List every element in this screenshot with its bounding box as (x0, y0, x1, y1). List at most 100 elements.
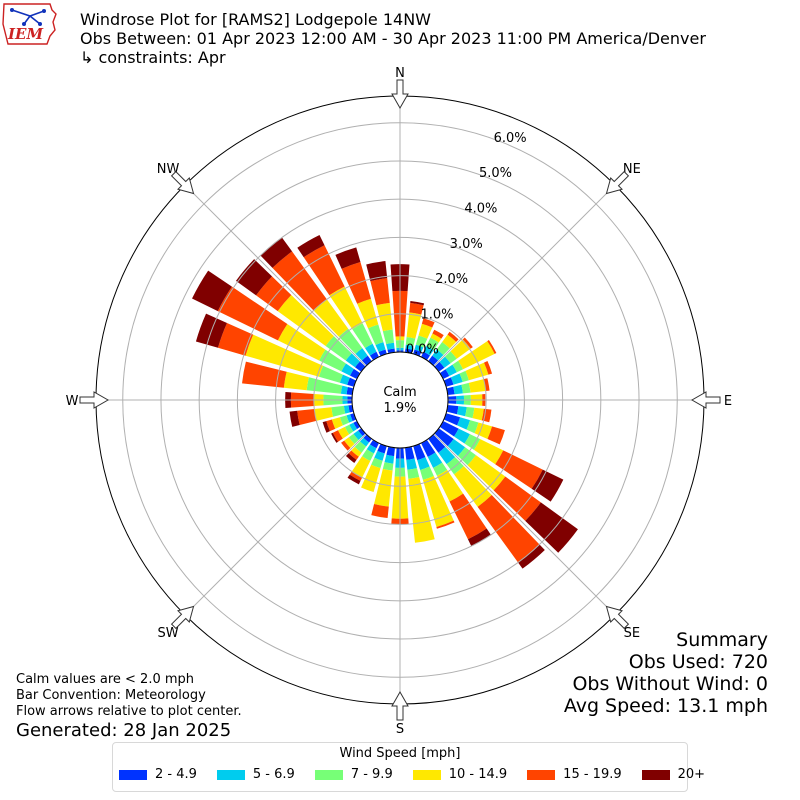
bar-segment-dir-250-bin-3 (331, 417, 343, 429)
bar-segment-dir-130-bin-3 (467, 455, 506, 491)
bar-segment-dir-260-bin-4 (297, 409, 317, 426)
summary-avg-speed: Avg Speed: 13.1 mph (563, 695, 768, 717)
bar-segment-dir-240-bin-1 (349, 422, 358, 432)
bar-segment-dir-240-bin-4 (332, 430, 343, 442)
flow-arrow-w (79, 391, 110, 409)
bar-segment-dir-300-bin-5 (192, 270, 232, 312)
grid-spoke-3 (433, 433, 616, 616)
bar-segment-dir-300-bin-4 (217, 286, 288, 341)
bar-segment-dir-70-bin-1 (450, 373, 463, 385)
bar-segment-dir-290-bin-1 (339, 374, 350, 385)
bar-segment-dir-60-bin-1 (445, 364, 457, 376)
bar-segment-dir-330-bin-2 (352, 323, 373, 349)
bar-segment-dir-190-bin-1 (384, 454, 395, 464)
bar-segment-dir-150-bin-5 (467, 528, 491, 547)
bar-segment-dir-350-bin-4 (370, 278, 390, 306)
bar-segment-dir-210-bin-3 (351, 456, 371, 478)
bar-segment-dir-80-bin-1 (453, 384, 463, 395)
bar-segment-dir-300-bin-1 (341, 363, 354, 376)
bar-segment-dir-160-bin-3 (422, 475, 454, 527)
bar-segment-dir-120-bin-5 (531, 469, 564, 502)
legend-item-1: 5 - 6.9 (216, 767, 295, 782)
bar-segment-dir-70-bin-0 (443, 377, 454, 387)
bar-segment-dir-120-bin-3 (474, 439, 504, 465)
bar-segment-dir-130-bin-0 (434, 428, 454, 447)
bar-segment-dir-140-bin-1 (438, 446, 456, 465)
wind-speed-legend: Wind Speed [mph] 2 - 4.9 5 - 6.9 7 - 9.9 10… (112, 742, 705, 792)
bar-segment-dir-220-bin-4 (348, 450, 359, 460)
iowa-outline (2, 3, 57, 45)
r-tick-label-1: 1.0% (420, 307, 453, 322)
bar-segment-dir-260-bin-3 (314, 407, 334, 421)
bar-segment-dir-80-bin-4 (483, 378, 490, 391)
legend-item-2: 7 - 9.9 (314, 767, 393, 782)
bar-segment-dir-20-bin-4 (421, 318, 435, 328)
bar-segment-dir-10-bin-4 (409, 302, 424, 315)
bar-segment-dir-130-bin-5 (525, 502, 578, 553)
windrose-bars (192, 234, 578, 569)
summary-obs-without-wind: Obs Without Wind: 0 (572, 673, 768, 695)
bar-segment-dir-280-bin-3 (283, 371, 309, 391)
bar-segment-dir-40-bin-1 (432, 349, 444, 361)
bar-segment-dir-20-bin-2 (415, 335, 428, 348)
bar-segment-dir-200-bin-1 (374, 450, 385, 461)
legend-swatch-1 (216, 769, 245, 780)
compass-label-w: W (66, 394, 79, 409)
bar-segment-dir-40-bin-2 (436, 342, 450, 356)
bar-segment-dir-310-bin-3 (277, 294, 334, 346)
bar-segment-dir-170-bin-0 (405, 446, 415, 460)
bar-segment-dir-140-bin-5 (518, 544, 545, 569)
legend-label-2: 7 - 9.9 (350, 767, 393, 782)
bar-segment-dir-240-bin-5 (331, 432, 339, 443)
r-tick-label-3: 3.0% (450, 237, 483, 252)
bar-segment-dir-330-bin-5 (297, 234, 325, 258)
bar-segment-dir-280-bin-0 (346, 387, 354, 395)
bar-segment-dir-170-bin-3 (408, 476, 435, 543)
bar-segment-dir-110-bin-1 (457, 417, 471, 430)
summary-obs-used: Obs Used: 720 (628, 651, 768, 673)
bar-segment-dir-80-bin-3 (468, 379, 486, 393)
bar-segment-dir-310-bin-4 (256, 276, 292, 312)
bar-segment-dir-220-bin-3 (351, 446, 362, 457)
bar-segment-dir-40-bin-4 (447, 331, 459, 342)
bar-segment-dir-100-bin-0 (446, 405, 459, 415)
bar-segment-dir-220-bin-2 (354, 441, 367, 453)
bar-segment-dir-280-bin-1 (340, 385, 348, 395)
bar-segment-dir-160-bin-1 (417, 457, 430, 471)
bar-segment-dir-310-bin-1 (345, 353, 360, 368)
bar-segment-dir-10-bin-1 (405, 344, 414, 350)
bar-segment-dir-70-bin-2 (459, 370, 469, 383)
bar-segment-dir-120-bin-1 (454, 428, 470, 444)
bar-segment-dir-60-bin-2 (452, 360, 464, 373)
observation-period: Obs Between: 01 Apr 2023 12:00 AM - 30 A… (80, 29, 706, 48)
bar-segment-dir-300-bin-3 (277, 324, 326, 361)
bar-segment-dir-150-bin-3 (436, 469, 464, 502)
bar-segment-dir-340-bin-2 (368, 324, 384, 345)
bar-segment-dir-10-bin-5 (410, 300, 425, 306)
bar-segment-dir-230-bin-3 (344, 437, 355, 448)
radial-tick-labels: 0.0% 1.0% 2.0% 3.0% 4.0% 5.0% 6.0% (406, 131, 527, 358)
r-tick-label-2: 2.0% (435, 272, 468, 287)
bar-segment-dir-230-bin-4 (341, 440, 351, 451)
bar-segment-dir-10-bin-2 (405, 337, 416, 347)
bar-segment-dir-240-bin-3 (337, 426, 350, 439)
bar-segment-dir-320-bin-1 (355, 348, 368, 361)
bar-segment-dir-80-bin-0 (446, 386, 455, 395)
bar-segment-dir-10-bin-3 (406, 312, 422, 339)
calm-circle (351, 351, 449, 449)
compass-label-n: N (395, 66, 405, 81)
bar-segment-dir-250-bin-5 (322, 421, 330, 433)
legend-label-0: 2 - 4.9 (155, 767, 197, 782)
compass-label-e: E (724, 394, 732, 409)
bar-segment-dir-200-bin-3 (361, 464, 381, 493)
bar-segment-dir-310-bin-5 (235, 259, 273, 296)
bar-segment-dir-220-bin-0 (363, 434, 372, 443)
bar-segment-dir-230-bin-1 (353, 430, 363, 440)
legend-swatch-5 (641, 769, 670, 780)
bar-segment-dir-290-bin-2 (318, 365, 343, 383)
bar-segment-dir-150-bin-2 (433, 462, 448, 476)
bar-segment-dir-200-bin-0 (377, 443, 387, 454)
bar-segment-dir-100-bin-1 (456, 406, 467, 417)
bar-segment-dir-110-bin-0 (443, 413, 461, 426)
